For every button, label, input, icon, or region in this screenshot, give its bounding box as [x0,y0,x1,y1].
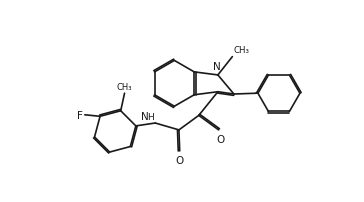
Text: H: H [147,112,154,121]
Text: CH₃: CH₃ [234,46,250,55]
Text: CH₃: CH₃ [117,82,132,92]
Text: N: N [141,111,149,121]
Text: O: O [175,155,184,165]
Text: N: N [213,62,221,72]
Text: O: O [216,134,224,144]
Text: F: F [77,110,83,120]
